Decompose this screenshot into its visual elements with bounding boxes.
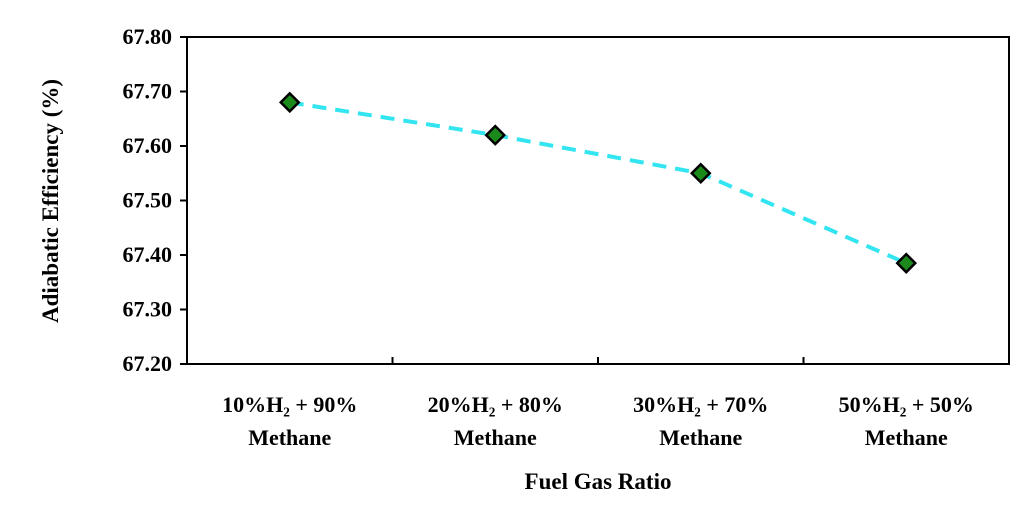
x-tick-label: Methane [454, 425, 537, 450]
y-tick-label: 67.50 [123, 188, 173, 213]
y-tick-label: 67.80 [123, 24, 173, 49]
x-tick-label: 30%H₂ + 70% [633, 392, 768, 417]
series-group [278, 91, 918, 274]
x-axis-title: Fuel Gas Ratio [525, 469, 672, 494]
data-point-marker [484, 124, 507, 146]
x-tick-label: Methane [248, 425, 331, 450]
y-tick-label: 67.20 [123, 351, 173, 376]
y-tick-label: 67.60 [123, 133, 173, 158]
data-point-marker [689, 162, 712, 185]
y-axis-title: Adiabatic Efficiency (%) [38, 79, 63, 323]
y-axis-ticks: 67.20 67.30 67.40 67.50 67.60 67.70 67.80 [123, 24, 187, 376]
series-line [289, 100, 908, 266]
data-point-marker [278, 91, 301, 114]
x-tick-label: 10%H₂ + 90% [222, 392, 357, 417]
y-tick-label: 67.40 [123, 242, 173, 267]
y-tick-label: 67.70 [123, 79, 173, 104]
y-tick-label: 67.30 [123, 297, 173, 322]
x-tick-label: Methane [865, 425, 948, 450]
plot-area [186, 36, 1010, 365]
x-axis-ticks: 10%H₂ + 90% Methane 20%H₂ + 80% Methane 30%H… [222, 357, 974, 450]
x-tick-label: 20%H₂ + 80% [428, 392, 563, 417]
x-tick-label: 50%H₂ + 50% [839, 392, 974, 417]
data-point-marker [895, 252, 918, 274]
x-tick-label: Methane [659, 425, 742, 450]
